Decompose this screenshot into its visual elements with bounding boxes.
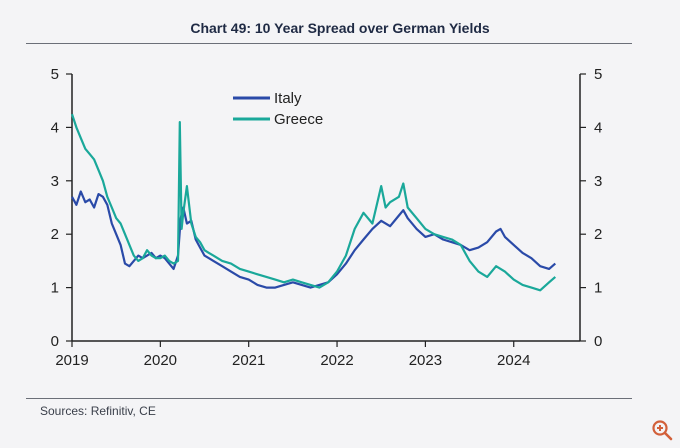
y-tick-label-right: 3 [594,173,602,190]
x-tick-label: 2022 [320,352,353,369]
zoom-in-icon[interactable] [650,418,674,442]
y-tick-label-right: 2 [594,226,602,243]
series-line-greece [70,113,557,292]
y-tick-label-left: 5 [51,66,59,83]
chart-legend: Italy Greece [233,90,323,128]
chart-title: Chart 49: 10 Year Spread over German Yie… [190,20,490,36]
y-tick-label-right: 0 [594,333,602,350]
chart-axes: 0 0 1 1 2 2 3 3 4 4 5 5 2019 2020 2021 2022 2023 2024 [51,66,603,369]
y-tick-label-right: 5 [594,66,602,83]
legend-label-greece: Greece [274,111,323,128]
x-tick-label: 2024 [497,352,530,369]
y-tick-label-left: 1 [51,280,59,297]
chart-series [70,113,557,292]
legend-label-italy: Italy [274,90,302,107]
y-tick-label-right: 4 [594,119,602,136]
y-tick-label-right: 1 [594,280,602,297]
y-tick-label-left: 4 [51,119,59,136]
title-divider [26,43,632,44]
y-tick-label-left: 2 [51,226,59,243]
x-tick-label: 2023 [409,352,442,369]
x-tick-label: 2019 [55,352,88,369]
source-divider [26,398,632,399]
x-tick-label: 2020 [144,352,177,369]
y-tick-label-left: 0 [51,333,59,350]
y-tick-label-left: 3 [51,173,59,190]
x-tick-label: 2021 [232,352,265,369]
source-note: Sources: Refinitiv, CE [40,404,156,418]
